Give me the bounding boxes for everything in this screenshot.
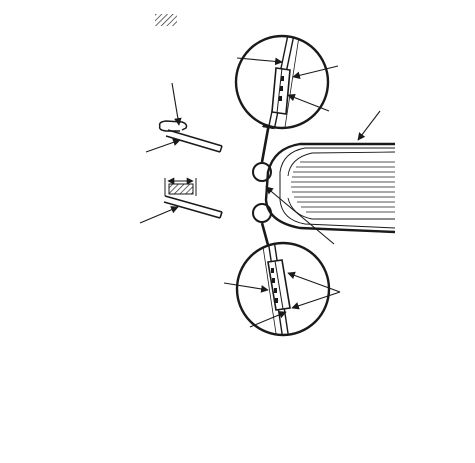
lower-clip-detail bbox=[235, 241, 331, 337]
leader-upper-b bbox=[292, 65, 339, 80]
adhesive-bead-section bbox=[163, 177, 223, 219]
upper-locator-circle bbox=[252, 162, 272, 182]
leader-lower-right-a bbox=[287, 271, 341, 293]
glass-reflection-lines bbox=[291, 161, 395, 213]
leader-lower-left bbox=[223, 282, 269, 293]
molding-edge-section bbox=[158, 120, 223, 153]
lower-locator-circle bbox=[252, 203, 272, 223]
leader-lines bbox=[139, 57, 381, 328]
upper-clip-detail bbox=[234, 34, 330, 130]
leader-upper-a bbox=[236, 57, 283, 66]
leader-adhesive-left bbox=[139, 206, 179, 224]
leader-lower-right-b bbox=[291, 291, 341, 310]
locator-circles bbox=[252, 162, 272, 223]
leader-clip-body bbox=[265, 186, 335, 245]
leader-molding-top bbox=[171, 82, 182, 126]
legend-hatch-swatch bbox=[155, 14, 177, 26]
leader-glass bbox=[357, 110, 381, 141]
leader-upper-c bbox=[287, 93, 330, 112]
leader-molding-left bbox=[145, 138, 181, 153]
leader-lower-bottom bbox=[249, 311, 287, 328]
windshield-glass bbox=[264, 142, 396, 234]
